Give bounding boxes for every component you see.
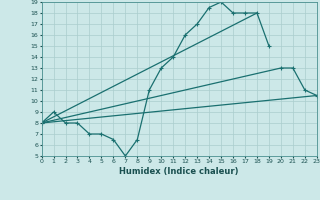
X-axis label: Humidex (Indice chaleur): Humidex (Indice chaleur) (119, 167, 239, 176)
